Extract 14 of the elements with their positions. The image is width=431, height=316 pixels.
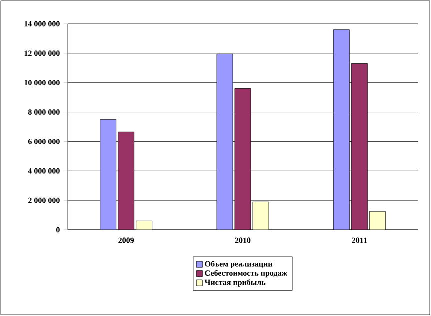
y-tick-label: 0 bbox=[56, 227, 60, 233]
y-tick-label: 8 000 000 bbox=[28, 110, 60, 115]
y-tick-label: 14 000 000 bbox=[24, 21, 60, 27]
y-tick-label: 10 000 000 bbox=[24, 80, 60, 86]
x-tick-label: 2009 bbox=[118, 238, 134, 244]
y-tick-label: 4 000 000 bbox=[28, 168, 60, 174]
legend-label: Объем реализации bbox=[205, 260, 273, 268]
legend-label: Себестоимость продаж bbox=[205, 270, 288, 278]
y-tick-label: 6 000 000 bbox=[28, 139, 60, 144]
x-tick-label: 2010 bbox=[235, 238, 251, 244]
legend-label: Чистая прибыль bbox=[204, 279, 266, 287]
x-tick-label: 2011 bbox=[352, 238, 368, 244]
y-tick-label: 12 000 000 bbox=[24, 50, 60, 56]
y-tick-label: 2 000 000 bbox=[28, 198, 60, 204]
